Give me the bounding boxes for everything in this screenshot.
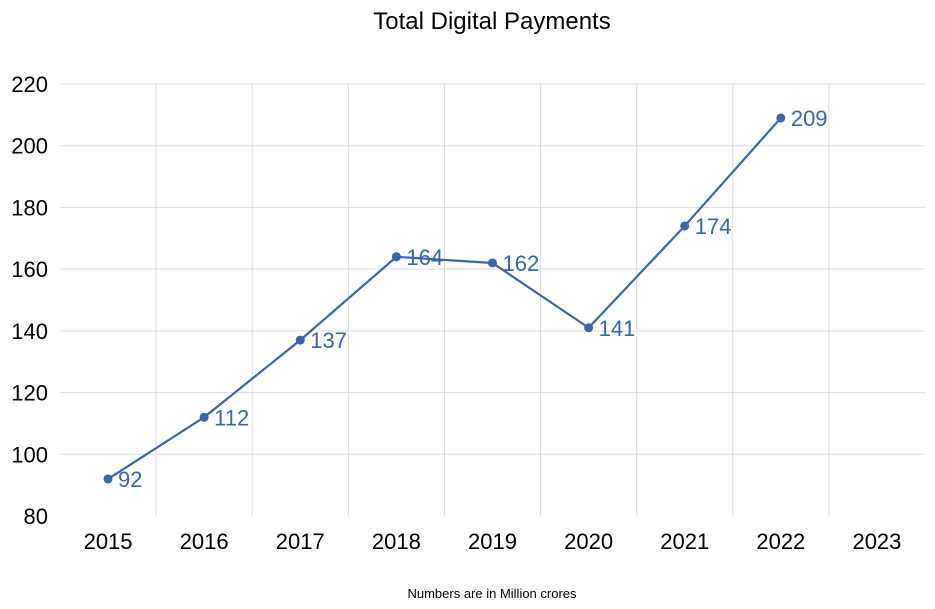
data-label: 92 — [118, 467, 142, 492]
data-point — [391, 252, 401, 262]
y-tick-label: 220 — [11, 72, 48, 97]
y-axis-tick-labels: 80 100 120 140 160 180 200 220 — [11, 72, 48, 529]
x-tick-label: 2023 — [852, 529, 901, 554]
series — [103, 113, 786, 484]
x-tick-label: 2019 — [468, 529, 517, 554]
y-tick-label: 120 — [11, 381, 48, 406]
data-label: 209 — [791, 106, 828, 131]
x-tick-label: 2017 — [276, 529, 325, 554]
y-tick-label: 100 — [11, 442, 48, 467]
x-tick-label: 2016 — [180, 529, 229, 554]
x-tick-label: 2020 — [564, 529, 613, 554]
data-label: 137 — [310, 328, 347, 353]
x-tick-label: 2022 — [756, 529, 805, 554]
chart-title: Total Digital Payments — [373, 8, 610, 35]
data-point — [488, 258, 497, 268]
y-tick-label: 160 — [11, 257, 48, 282]
data-point — [776, 113, 786, 123]
y-tick-label: 200 — [11, 134, 48, 159]
data-point — [295, 335, 305, 345]
y-tick-label: 140 — [11, 319, 48, 344]
x-tick-label: 2018 — [372, 529, 421, 554]
y-tick-label: 80 — [24, 504, 48, 529]
series-line — [107, 117, 782, 480]
data-labels: 92 112 137 164 162 141 174 209 — [118, 106, 827, 492]
grid-lines — [60, 83, 925, 516]
x-tick-label: 2015 — [84, 529, 133, 554]
data-label: 141 — [599, 316, 636, 341]
data-label: 112 — [214, 405, 249, 430]
data-label: 162 — [503, 251, 540, 276]
data-point — [680, 221, 690, 231]
y-tick-label: 180 — [11, 195, 48, 220]
x-axis-tick-labels: 2015 2016 2017 2018 2019 2020 2021 2022 2023 — [84, 529, 902, 554]
data-point — [199, 412, 209, 422]
data-label: 174 — [695, 214, 732, 239]
units-note: Numbers are in Million crores — [407, 586, 577, 601]
data-label: 164 — [406, 245, 443, 270]
data-point — [103, 474, 113, 484]
x-tick-label: 2021 — [660, 529, 709, 554]
data-point — [584, 323, 594, 333]
